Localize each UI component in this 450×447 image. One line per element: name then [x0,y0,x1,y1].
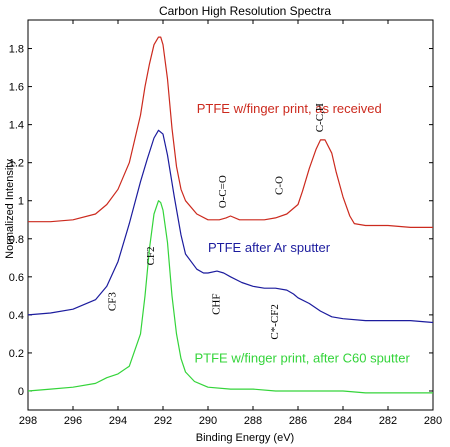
y-tick-label: 1.6 [9,82,24,94]
x-axis-ticks: 298 296 294 292 290 288 286 284 282 280 [19,20,442,427]
plot-frame [27,19,434,411]
x-axis-label: Binding Energy (eV) [196,432,294,444]
peak-annotation: CF3 [107,292,119,311]
peak-annotation: O-C=O [217,175,229,208]
y-axis-ticks: 0 0.2 0.4 0.6 0.8 1 1.2 1.4 1.6 1.8 [9,44,433,398]
y-tick-label: 0.6 [9,272,24,284]
peak-annotations: O-C=O C-O C-C,H CF2 CF3 CHF C*-CF2 [107,103,326,339]
y-tick-label: 1.4 [9,120,24,132]
y-tick-label: 0.2 [9,348,24,360]
x-tick-label: 296 [64,415,82,427]
x-tick-label: 282 [379,415,397,427]
x-tick-label: 288 [244,415,262,427]
series-label-1: PTFE w/finger print, as received [197,101,382,116]
series-label-3: PTFE w/finger print, after C60 sputter [195,350,411,365]
x-tick-label: 284 [334,415,352,427]
series-line-1 [28,36,433,228]
y-tick-label: 0.8 [9,234,24,246]
series-line-3 [27,200,433,394]
inline-series-labels: PTFE w/finger print, as received PTFE aft… [195,101,411,365]
y-tick-label: 1 [18,196,24,208]
x-tick-label: 286 [289,415,307,427]
peak-annotation: C*-CF2 [269,304,281,339]
x-tick-label: 290 [199,415,217,427]
series-label-2: PTFE after Ar sputter [208,240,331,255]
series-lines [27,36,434,394]
x-tick-label: 294 [109,415,127,427]
x-tick-label: 280 [424,415,442,427]
x-tick-label: 298 [19,415,37,427]
y-tick-label: 0.4 [9,310,24,322]
peak-annotation: C-C,H [314,103,326,132]
y-axis-label: Normalized Intensity [4,159,16,259]
x-tick-label: 292 [154,415,172,427]
peak-annotation: CF2 [145,246,157,265]
y-tick-label: 0 [18,386,24,398]
chart-title: Carbon High Resolution Spectra [159,4,331,18]
y-tick-label: 1.8 [9,44,24,56]
y-tick-label: 1.2 [9,158,24,170]
series-line-2 [27,129,434,324]
peak-annotation: C-O [273,176,285,195]
peak-annotation: CHF [210,293,222,314]
